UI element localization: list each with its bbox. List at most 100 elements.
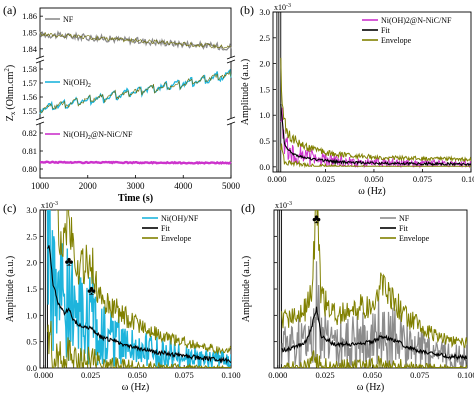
y-tick-label: 0.5: [259, 136, 270, 146]
series-data-line: [281, 261, 467, 368]
axis-multiplier: x10-3: [41, 201, 58, 210]
y-tick-label: 1.57: [22, 78, 37, 88]
x-tick-label: 0.100: [221, 370, 240, 380]
y-tick-label: 0.5: [26, 337, 37, 347]
axis-multiplier-exp: -3: [286, 3, 291, 9]
series-data-line: [46, 210, 231, 368]
axis-break-gap: [37, 57, 43, 62]
y-axis-label-unit-sup: 2: [3, 68, 11, 72]
series-fit-line: [39, 31, 232, 49]
panel-letter: (d): [241, 201, 255, 215]
axis-break-mark: [226, 59, 236, 64]
club-marker: ♣: [87, 282, 96, 297]
x-axis-label: ω (Hz): [357, 382, 384, 393]
axis-multiplier: x10-3: [274, 3, 291, 12]
y-axis-label-main: Z: [5, 115, 16, 121]
series-line-nioh2: [39, 68, 232, 115]
y-axis-label: Amplitude (a.u.): [5, 256, 16, 322]
legend-label-main: Ni(OH): [63, 130, 88, 139]
legend-label: Ni(OH)2: [63, 78, 91, 89]
series-fit-line: [281, 306, 467, 362]
y-tick-label: 2.5: [26, 231, 37, 241]
series-envelope-upper: [56, 210, 231, 356]
plot-area: [276, 12, 471, 172]
x-axis-label: ω (Hz): [122, 382, 149, 393]
x-axis-label: Time (s): [118, 193, 153, 204]
axis-break-gap: [228, 57, 234, 62]
y-tick-label: 0.81: [22, 146, 37, 156]
panel-a-letter: (a): [3, 3, 16, 17]
axis-break-mark: [226, 121, 236, 126]
axis-multiplier-base: x10: [275, 201, 287, 210]
panel-d: (d) x10-3 0.000 0.025 0.050 0.075 0.100 ω (Hz) A…: [241, 201, 474, 393]
legend-label: Ni(OH)/NF: [161, 214, 199, 223]
y-tick-label: 1.5: [26, 284, 37, 294]
y-axis-label-sub: x: [9, 111, 17, 115]
axis-multiplier: x10-3: [275, 201, 292, 210]
panel-a: (a) 1.84 1.85 1.86 1.55 1.56 1.57 1.58 0.80 0.81 0…: [3, 3, 241, 204]
axis-break-mark: [35, 55, 45, 60]
x-tick-label: 0.050: [363, 370, 382, 380]
y-tick-label: 3.0: [26, 205, 37, 215]
x-tick-label: 0.075: [175, 370, 194, 380]
x-tick-label: 0.025: [81, 370, 100, 380]
y-tick-label: 2.0: [26, 258, 37, 268]
series-fit-line: [280, 104, 471, 167]
x-tick-label: 0.000: [34, 370, 53, 380]
y-tick-label: 2.0: [259, 59, 270, 69]
legend-label: Ni(OH)2@N-NiC/NF: [381, 16, 452, 25]
axis-break-mark: [226, 55, 236, 60]
y-tick-label: 1.5: [259, 84, 270, 94]
y-axis-label: Amplitude (a.u.): [241, 256, 252, 322]
y-tick-label: 1.55: [22, 106, 37, 116]
y-tick-label: 1.86: [22, 11, 37, 21]
panel-b: (b) x10-3 0.0 0.5 1.0 1.5 2.0 2.5 3.0 0.000 0.025 0…: [240, 3, 474, 197]
legend-label-sub: 2: [88, 135, 91, 141]
x-tick-label: 0.025: [316, 370, 335, 380]
legend-label: Ni(OH)2@N-NiC/NF: [63, 130, 133, 141]
legend-label: Fit: [399, 224, 409, 233]
axis-break-mark: [35, 59, 45, 64]
x-tick-label: 0.100: [461, 174, 474, 184]
y-tick-label: 1.0: [26, 310, 37, 320]
series-envelope-lower: [280, 143, 471, 169]
legend-label: NF: [63, 15, 74, 24]
legend-label: Envelope: [381, 36, 412, 45]
x-axis-label: ω (Hz): [358, 186, 385, 197]
x-tick-label: 0.075: [410, 370, 429, 380]
x-tick-label: 0.050: [364, 174, 383, 184]
axis-multiplier-base: x10: [274, 3, 286, 12]
y-tick-label: 0.82: [22, 128, 37, 138]
plot-frame: [272, 11, 472, 173]
panel-letter: (b): [240, 3, 254, 17]
panel-letter: (c): [3, 201, 16, 215]
x-tick-label: 3000: [127, 181, 146, 191]
x-tick-label: 2000: [79, 181, 98, 191]
legend-label: NF: [399, 214, 410, 223]
series-line-nf: [39, 30, 232, 51]
series-envelope-lower: [281, 350, 467, 368]
x-tick-label: 0.025: [316, 174, 335, 184]
y-tick-label: 1.85: [22, 28, 37, 38]
plot-area: [43, 210, 231, 368]
series-line-nioh2-n-nic-nf: [40, 160, 232, 165]
x-tick-label: 4000: [174, 181, 193, 191]
plot-area: [277, 210, 467, 368]
legend-label-sub: 2: [88, 83, 91, 89]
club-marker: ♣: [65, 253, 74, 268]
axis-multiplier-base: x10: [41, 201, 53, 210]
legend-label-main: Ni(OH): [63, 78, 88, 87]
x-tick-label: 5000: [222, 181, 241, 191]
x-tick-label: 0.050: [128, 370, 147, 380]
y-tick-label: 1.0: [259, 110, 270, 120]
panel-c: (c) x10-3 0.0 0.5 1.0 1.5 2.0 2.5 3.0 0.000 0.025 0…: [3, 201, 241, 393]
legend-label-main: NF: [63, 15, 74, 24]
x-tick-label: 0.100: [457, 370, 474, 380]
axis-multiplier-exp: -3: [53, 201, 58, 207]
y-tick-label: 0.0: [259, 162, 270, 172]
y-axis-label-unit: (Ohm.cm: [5, 71, 16, 109]
legend-label-rest: @N-NiC/NF: [91, 130, 133, 139]
legend-label: Envelope: [399, 234, 430, 243]
series-envelope-upper: [281, 210, 467, 349]
